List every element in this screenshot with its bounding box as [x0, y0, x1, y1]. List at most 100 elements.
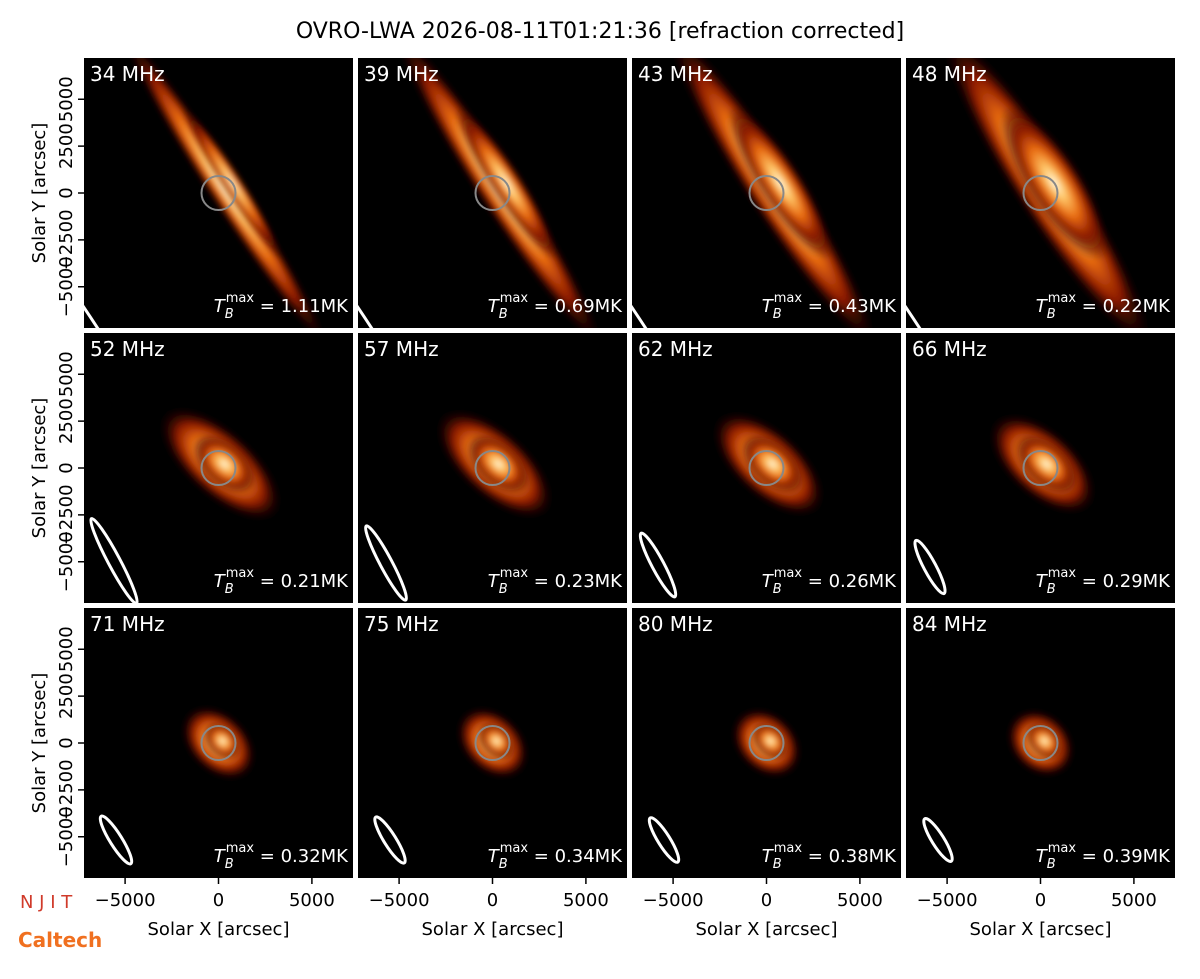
x-tick-label: 5000 [837, 890, 883, 911]
beam [638, 531, 678, 599]
tmax-value: 0.26 [829, 571, 869, 592]
panel [632, 608, 901, 878]
x-tick-label: 5000 [289, 890, 335, 911]
tmax-unit: MK [869, 846, 898, 867]
tmax-label: TBmax = 0.39MK [1036, 841, 1171, 872]
y-tick-label: −2500 [56, 484, 77, 545]
solar-disk [200, 725, 237, 761]
logo-njit: N J I T [20, 892, 73, 913]
frequency-label: 34 MHz [90, 62, 165, 86]
x-tick-label: 5000 [563, 890, 609, 911]
tmax-label: TBmax = 0.32MK [214, 841, 349, 872]
panel [632, 333, 901, 603]
tmax-label: TBmax = 0.29MK [1036, 566, 1171, 597]
tmax-label: TBmax = 0.34MK [488, 841, 623, 872]
beam [647, 816, 681, 864]
solar-disk [200, 450, 237, 486]
tmax-unit: MK [869, 296, 898, 317]
emission [1014, 433, 1079, 495]
tmax-symbol: T [488, 571, 501, 592]
tmax-value: 0.23 [555, 571, 595, 592]
x-tick-label: 0 [1035, 890, 1046, 911]
y-axis-label: Solar Y [arcsec] [29, 123, 50, 264]
tmax-label: TBmax = 0.69MK [488, 291, 623, 322]
tmax-value: 0.32 [281, 846, 321, 867]
x-tick-label: −5000 [369, 890, 430, 911]
x-tick-label: 0 [213, 890, 224, 911]
tmax-sub: B [773, 857, 782, 872]
tmax-unit: MK [595, 846, 624, 867]
panel [906, 58, 1175, 328]
y-tick-label: −5000 [56, 531, 77, 592]
tmax-sup: max [774, 566, 803, 581]
frequency-label: 43 MHz [638, 62, 713, 86]
solar-disk [748, 725, 785, 761]
beam [373, 815, 407, 865]
tmax-unit: MK [321, 846, 350, 867]
solar-disk [200, 175, 237, 211]
tmax-sup: max [1048, 841, 1077, 856]
panel [358, 333, 627, 603]
tmax-value: 0.21 [281, 571, 321, 592]
tmax-sub: B [1047, 582, 1056, 597]
y-tick-label: −2500 [56, 759, 77, 820]
beam [913, 538, 947, 596]
y-tick-label: 0 [56, 462, 77, 473]
tmax-sub: B [499, 307, 508, 322]
solar-disk [474, 725, 511, 761]
tmax-sup: max [500, 841, 529, 856]
tmax-sup: max [226, 291, 255, 306]
tmax-symbol: T [1036, 296, 1049, 317]
y-tick-label: 2500 [56, 398, 77, 444]
tmax-eq: = [528, 571, 555, 592]
x-tick-label: 0 [487, 890, 498, 911]
tmax-eq: = [528, 846, 555, 867]
frequency-label: 39 MHz [364, 62, 439, 86]
tmax-sub: B [773, 582, 782, 597]
solar-disk [748, 450, 785, 486]
solar-disk [1022, 175, 1059, 211]
tmax-eq: = [1076, 571, 1103, 592]
tmax-sup: max [1048, 566, 1077, 581]
tmax-eq: = [528, 296, 555, 317]
title: OVRO-LWA 2026-08-11T01:21:36 [refraction… [296, 19, 904, 44]
tmax-label: TBmax = 0.38MK [762, 841, 897, 872]
tmax-sub: B [1047, 307, 1056, 322]
solar-disk [474, 450, 511, 486]
tmax-symbol: T [214, 296, 227, 317]
tmax-sup: max [226, 841, 255, 856]
panel [84, 608, 353, 878]
tmax-symbol: T [762, 846, 775, 867]
panel [358, 58, 627, 328]
tmax-symbol: T [488, 846, 501, 867]
tmax-symbol: T [1036, 571, 1049, 592]
panel [84, 333, 353, 603]
tmax-sub: B [499, 857, 508, 872]
tmax-label: TBmax = 0.26MK [762, 566, 897, 597]
y-tick-label: −5000 [56, 806, 77, 867]
tmax-eq: = [802, 296, 829, 317]
tmax-symbol: T [762, 296, 775, 317]
x-tick-label: −5000 [95, 890, 156, 911]
tmax-sup: max [500, 566, 529, 581]
emission [740, 433, 805, 495]
tmax-sub: B [1047, 857, 1056, 872]
panel [358, 608, 627, 878]
y-tick-label: 0 [56, 737, 77, 748]
tmax-value: 0.43 [829, 296, 869, 317]
panel [632, 58, 901, 328]
x-axis-label: Solar X [arcsec] [970, 919, 1112, 940]
frequency-label: 75 MHz [364, 612, 439, 636]
tmax-eq: = [802, 571, 829, 592]
solar-disk [748, 175, 785, 211]
tmax-sup: max [774, 291, 803, 306]
tmax-eq: = [802, 846, 829, 867]
tmax-value: 0.29 [1103, 571, 1143, 592]
frequency-label: 71 MHz [90, 612, 165, 636]
tmax-value: 0.39 [1103, 846, 1143, 867]
frequency-label: 84 MHz [912, 612, 987, 636]
y-tick-label: 5000 [56, 626, 77, 672]
tmax-label: TBmax = 0.43MK [762, 291, 897, 322]
tmax-eq: = [254, 296, 281, 317]
